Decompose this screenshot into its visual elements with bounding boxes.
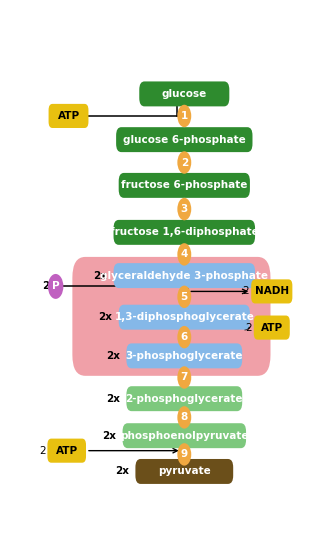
Text: glucose: glucose [162,89,207,99]
FancyBboxPatch shape [114,220,255,245]
FancyBboxPatch shape [126,386,242,411]
Circle shape [177,286,191,308]
Circle shape [177,406,191,429]
FancyBboxPatch shape [114,263,255,288]
Text: NADH: NADH [255,286,289,296]
Text: 2x: 2x [93,271,107,281]
Text: 2x: 2x [98,312,112,322]
Text: 7: 7 [181,373,188,382]
Text: ATP: ATP [57,111,80,121]
Text: 1: 1 [181,111,188,121]
FancyBboxPatch shape [139,82,229,106]
Text: 2: 2 [245,322,252,333]
Text: 5: 5 [181,292,188,302]
FancyBboxPatch shape [72,257,271,376]
Text: ATP: ATP [261,322,283,333]
Text: fructose 6-phosphate: fructose 6-phosphate [121,180,247,191]
Text: fructose 1,6-diphosphate: fructose 1,6-diphosphate [110,227,259,238]
Circle shape [177,326,191,348]
Text: 2: 2 [243,286,249,296]
FancyBboxPatch shape [47,438,86,463]
FancyBboxPatch shape [135,459,233,484]
Text: 2x: 2x [106,351,120,361]
Circle shape [48,274,63,299]
Text: 6: 6 [181,332,188,342]
Text: 2: 2 [39,446,45,456]
Text: ATP: ATP [56,446,78,456]
Text: 3: 3 [181,204,188,214]
Text: 2: 2 [181,158,188,167]
Circle shape [177,198,191,220]
FancyBboxPatch shape [119,305,250,329]
Text: 3-phosphoglycerate: 3-phosphoglycerate [125,351,243,361]
Text: 2x: 2x [115,467,129,476]
Circle shape [177,443,191,465]
FancyBboxPatch shape [126,343,242,368]
Circle shape [177,243,191,266]
Text: 9: 9 [181,449,188,460]
FancyBboxPatch shape [48,104,88,128]
FancyBboxPatch shape [251,279,292,303]
Text: 2x: 2x [106,394,120,404]
Text: glyceraldehyde 3-phosphate: glyceraldehyde 3-phosphate [100,271,268,281]
FancyBboxPatch shape [116,127,253,152]
FancyBboxPatch shape [123,423,246,448]
Text: glucose 6-phosphate: glucose 6-phosphate [123,134,246,145]
Circle shape [177,151,191,174]
Text: 2x: 2x [102,431,116,441]
Text: phosphoenolpyruvate: phosphoenolpyruvate [120,431,249,441]
Circle shape [177,105,191,127]
Text: 1,3-diphosphoglycerate: 1,3-diphosphoglycerate [114,312,254,322]
Text: 2: 2 [42,281,49,292]
Text: 4: 4 [181,249,188,259]
Text: pyruvate: pyruvate [158,467,211,476]
Text: 2-phosphoglycerate: 2-phosphoglycerate [125,394,243,404]
Circle shape [177,366,191,389]
FancyBboxPatch shape [119,173,250,198]
FancyBboxPatch shape [254,315,290,340]
Text: P: P [52,281,59,292]
Text: 8: 8 [181,413,188,422]
